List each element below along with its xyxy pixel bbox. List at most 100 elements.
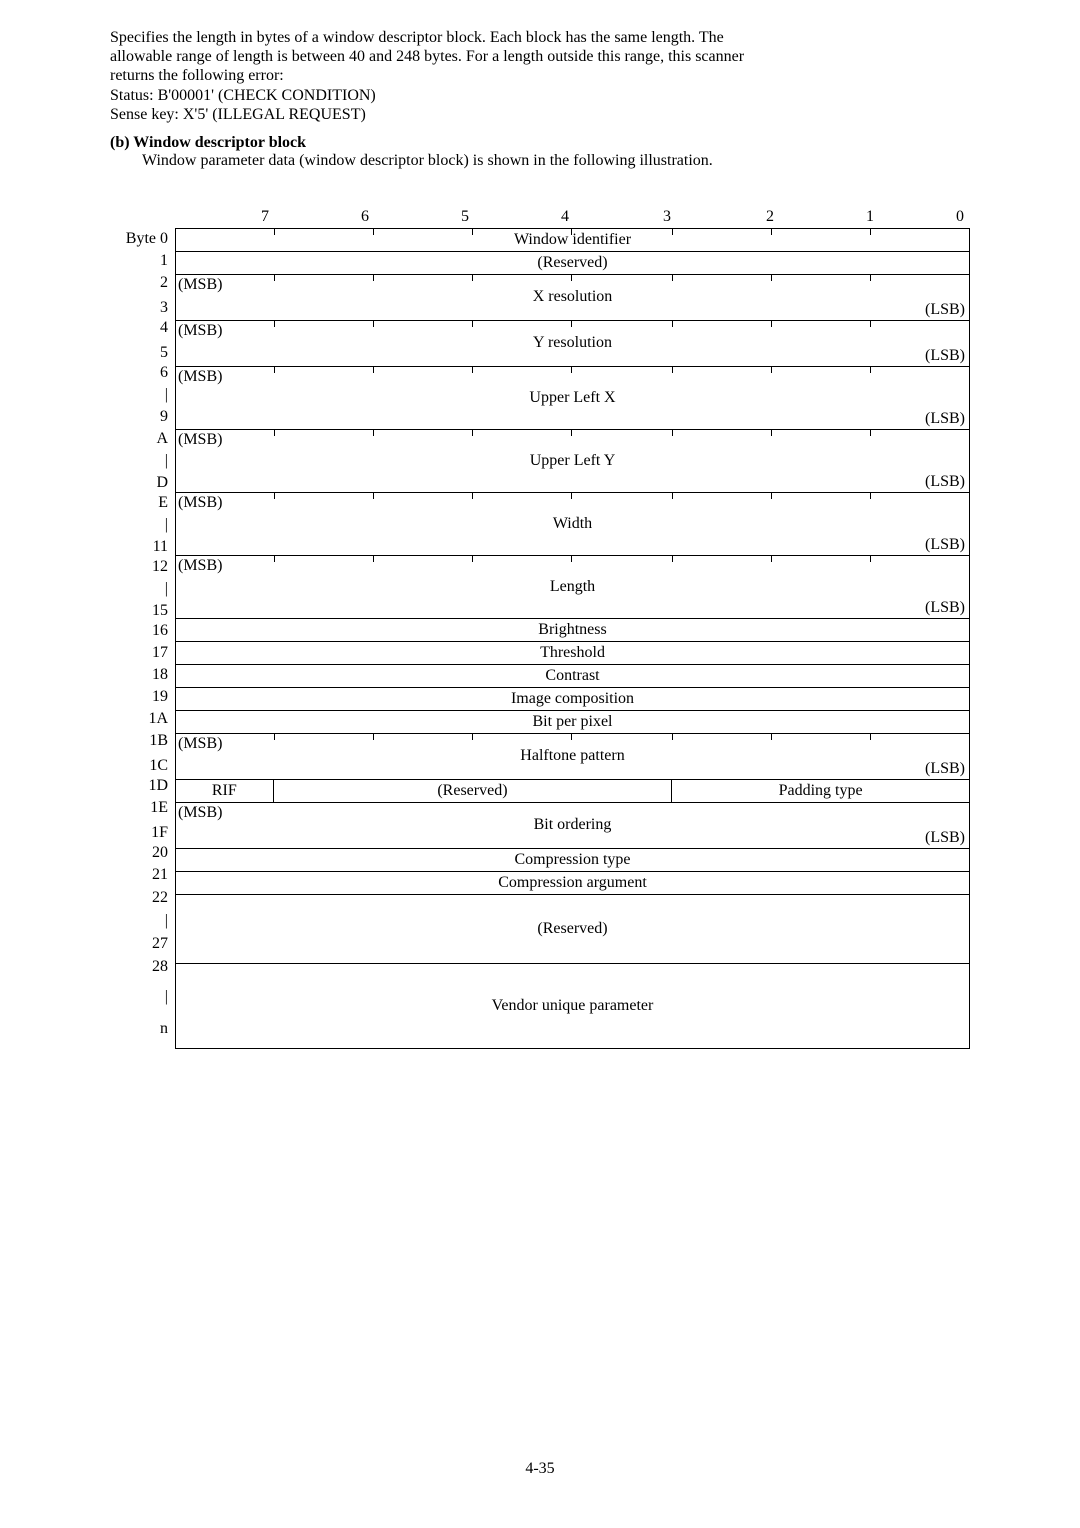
intro-l1: Specifies the length in bytes of a windo… [110, 28, 985, 47]
bit-6: 6 [355, 208, 375, 226]
byte-p1: | [165, 387, 168, 403]
byte-16: 16 [152, 623, 168, 639]
intro-l4: Status: B'00001' (CHECK CONDITION) [110, 86, 985, 105]
byte-18: 18 [152, 667, 168, 683]
cell-reserved-1d: (Reserved) [273, 779, 672, 802]
byte-9: 9 [160, 409, 168, 425]
row-y-res: (MSB) Y resolution (LSB) [176, 320, 970, 366]
row-reserved-1: (Reserved) [176, 251, 970, 274]
byte-1D: 1D [148, 778, 168, 794]
byte-17: 17 [152, 645, 168, 661]
threshold-label: Threshold [540, 644, 605, 661]
byte-1E: 1E [150, 800, 168, 816]
reserved-1-label: (Reserved) [537, 254, 607, 271]
byte-table: Window identifier (Reserved) (MSB) X res… [175, 228, 970, 1049]
byte-0: Byte 0 [126, 231, 168, 247]
x-res-label: X resolution [533, 288, 613, 305]
msb-uly: (MSB) [178, 431, 222, 449]
byte-p3: | [165, 517, 168, 533]
intro-text: Specifies the length in bytes of a windo… [110, 28, 985, 124]
byte-15: 15 [152, 603, 168, 619]
row-brightness: Brightness [176, 618, 970, 641]
section-b: (b) Window descriptor block Window param… [110, 134, 985, 170]
byte-p2: | [165, 453, 168, 469]
byte-n: n [160, 1021, 168, 1037]
byte-11: 11 [153, 539, 168, 555]
byte-4: 4 [160, 320, 168, 336]
byte-6: 6 [160, 365, 168, 381]
byte-1B: 1B [149, 733, 168, 749]
bit-0: 0 [950, 208, 970, 226]
byte-p5: | [165, 913, 168, 929]
uly-label: Upper Left Y [530, 452, 616, 469]
row-comptype: Compression type [176, 848, 970, 871]
rif-label: RIF [176, 782, 273, 800]
reserved-1d-label: (Reserved) [437, 782, 507, 799]
bit-4: 4 [555, 208, 575, 226]
byte-1A: 1A [148, 711, 168, 727]
row-vendor: Vendor unique parameter [176, 963, 970, 1048]
row-imgcomp: Image composition [176, 687, 970, 710]
window-id-label: Window identifier [514, 231, 631, 248]
lsb-length: (LSB) [925, 599, 965, 617]
bit-5: 5 [455, 208, 475, 226]
byte-1C: 1C [149, 758, 168, 774]
byte-A: A [156, 431, 168, 447]
msb-halftone: (MSB) [178, 735, 222, 753]
msb-length: (MSB) [178, 557, 222, 575]
row-reserved-22: (Reserved) [176, 894, 970, 963]
row-bpp: Bit per pixel [176, 710, 970, 733]
halftone-label: Halftone pattern [520, 747, 624, 764]
byte-D: D [156, 475, 168, 491]
intro-l5: Sense key: X'5' (ILLEGAL REQUEST) [110, 105, 985, 124]
byte-table-wrap: 7 6 5 4 3 2 1 0 Byte 0 1 2 3 4 5 6 | 9 A… [110, 208, 985, 1049]
row-threshold: Threshold [176, 641, 970, 664]
lsb-uly: (LSB) [925, 473, 965, 491]
byte-E: E [158, 495, 168, 511]
byte-3: 3 [160, 300, 168, 316]
byte-p6: | [165, 989, 168, 1005]
brightness-label: Brightness [538, 621, 606, 638]
byte-12: 12 [152, 559, 168, 575]
ulx-label: Upper Left X [529, 389, 615, 406]
vendor-label: Vendor unique parameter [492, 997, 654, 1014]
byte-1: 1 [160, 253, 168, 269]
bitordering-label: Bit ordering [534, 816, 612, 833]
bit-7: 7 [255, 208, 275, 226]
msb-width: (MSB) [178, 494, 222, 512]
section-b-heading: (b) Window descriptor block [110, 134, 985, 152]
comparg-label: Compression argument [498, 874, 647, 891]
row-comparg: Compression argument [176, 871, 970, 894]
row-width: (MSB) Width (LSB) [176, 492, 970, 555]
lsb-ulx: (LSB) [925, 410, 965, 428]
row-bitordering: (MSB) Bit ordering (LSB) [176, 802, 970, 848]
byte-28: 28 [152, 959, 168, 975]
byte-2: 2 [160, 275, 168, 291]
padding-label: Padding type [779, 782, 863, 799]
intro-l2: allowable range of length is between 40 … [110, 47, 985, 66]
byte-20: 20 [152, 845, 168, 861]
row-uly: (MSB) Upper Left Y (LSB) [176, 429, 970, 492]
row-length: (MSB) Length (LSB) [176, 555, 970, 618]
row-contrast: Contrast [176, 664, 970, 687]
msb-bitorder: (MSB) [178, 804, 222, 822]
y-res-label: Y resolution [533, 334, 612, 351]
imgcomp-label: Image composition [511, 690, 634, 707]
bpp-label: Bit per pixel [533, 713, 613, 730]
length-label: Length [550, 578, 595, 595]
lsb-xres: (LSB) [925, 301, 965, 319]
lsb-bitorder: (LSB) [925, 829, 965, 847]
bit-1: 1 [860, 208, 880, 226]
section-b-caption: Window parameter data (window descriptor… [142, 152, 985, 170]
byte-27: 27 [152, 936, 168, 952]
reserved-22-label: (Reserved) [537, 920, 607, 937]
cell-rif: RIF [176, 779, 274, 802]
msb-xres: (MSB) [178, 276, 222, 294]
byte-5: 5 [160, 345, 168, 361]
width-label: Width [553, 515, 592, 532]
lsb-width: (LSB) [925, 536, 965, 554]
bit-2: 2 [760, 208, 780, 226]
byte-19: 19 [152, 689, 168, 705]
msb-yres: (MSB) [178, 322, 222, 340]
bit-3: 3 [657, 208, 677, 226]
